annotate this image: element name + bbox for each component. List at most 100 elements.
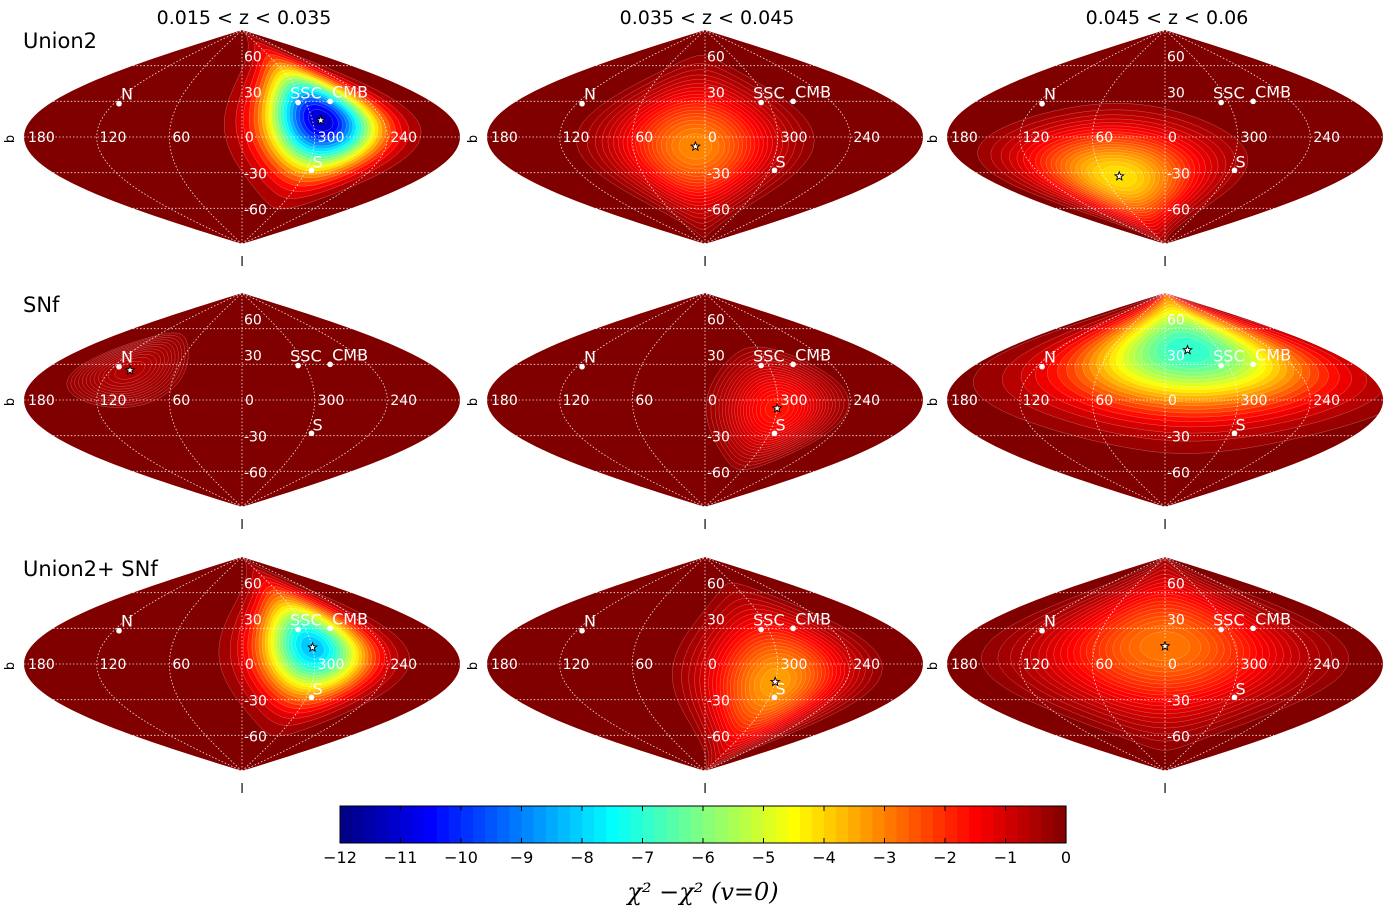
point-label-ssc: SSC — [290, 347, 321, 366]
axis-label-l: l — [703, 255, 707, 270]
best-fit-star — [124, 364, 136, 375]
point-ssc — [758, 99, 764, 106]
longitude-tick-label: 240 — [853, 130, 880, 146]
point-label-ssc: SSC — [290, 84, 321, 103]
best-fit-star — [1182, 344, 1193, 355]
longitude-tick-label: 240 — [853, 393, 880, 409]
colorbar-segment — [642, 806, 656, 843]
point-label-cmb: CMB — [795, 609, 831, 628]
colorbar-segment — [461, 806, 474, 843]
longitude-tick-label: 60 — [172, 130, 190, 146]
point-n — [1039, 100, 1045, 107]
meridian-gridline — [1164, 292, 1239, 508]
colorbar-segment — [412, 806, 426, 843]
longitude-tick-label: 180 — [28, 130, 55, 146]
latitude-tick-label: -30 — [244, 167, 267, 183]
longitude-tick-label: 120 — [563, 130, 590, 146]
colorbar-segment — [848, 806, 861, 843]
sky-panel-1-2: 180 120 60 0 300 240 60 30 -30 -60 N S SSC CMB b l — [466, 29, 923, 270]
colorbar-segment — [376, 806, 389, 843]
meridian-gridline — [241, 29, 316, 245]
latitude-tick-label: -60 — [1167, 465, 1190, 481]
longitude-tick-label: 240 — [1313, 393, 1340, 409]
longitude-tick-label: 0 — [708, 130, 717, 146]
point-label-n: N — [584, 85, 596, 104]
latitude-tick-label: 60 — [244, 577, 262, 593]
axis-label-l: l — [703, 518, 707, 533]
colorbar-segment — [1029, 806, 1043, 843]
column-title-1: 0.015 < z < 0.035 — [157, 7, 332, 29]
colorbar-segment — [352, 806, 365, 843]
colorbar-segment — [509, 806, 523, 843]
latitude-tick-label: 60 — [1167, 50, 1185, 66]
longitude-tick-label: 0 — [245, 130, 254, 146]
meridian-gridline — [1164, 292, 1311, 508]
meridian-gridline — [96, 292, 243, 508]
axis-label-b: b — [3, 662, 18, 670]
column-title-2: 0.035 < z < 0.045 — [620, 7, 795, 29]
colorbar-segment — [799, 806, 813, 843]
colorbar-segment — [690, 806, 704, 843]
meridian-gridline — [241, 556, 388, 772]
longitude-tick-label: 120 — [100, 393, 127, 409]
colorbar-segment — [1017, 806, 1031, 843]
meridian-gridline — [1019, 29, 1166, 245]
colorbar-segment — [533, 806, 547, 843]
longitude-tick-label: 0 — [1168, 657, 1177, 673]
colorbar-segment — [678, 806, 692, 843]
colorbar-segment — [824, 806, 837, 843]
meridian-gridline — [704, 29, 779, 245]
axis-label-b: b — [926, 135, 941, 143]
longitude-tick-label: 60 — [1095, 657, 1113, 673]
colorbar-segment — [485, 806, 498, 843]
longitude-tick-label: 300 — [1241, 130, 1268, 146]
point-s — [308, 167, 315, 174]
colorbar-segment — [836, 806, 849, 843]
row-label-2: SNf — [23, 293, 60, 317]
longitude-tick-label: 240 — [1313, 130, 1340, 146]
axis-label-l: l — [1163, 518, 1167, 533]
meridian-gridline — [1091, 556, 1166, 772]
meridian-gridline — [1019, 292, 1166, 508]
meridian-gridline — [96, 556, 243, 772]
longitude-tick-label: 300 — [1241, 657, 1268, 673]
point-label-cmb: CMB — [795, 345, 831, 364]
point-cmb — [1250, 361, 1256, 368]
longitude-tick-label: 240 — [853, 657, 880, 673]
longitude-tick-label: 120 — [563, 393, 590, 409]
colorbar-segment — [945, 806, 958, 843]
colorbar-segment — [388, 806, 402, 843]
latitude-tick-label: 60 — [707, 313, 725, 329]
point-label-s: S — [1236, 152, 1246, 171]
best-fit-star — [771, 402, 783, 413]
colorbar-segment — [775, 806, 789, 843]
best-fit-star — [1113, 170, 1125, 181]
colorbar-segment — [582, 806, 595, 843]
point-s — [308, 694, 315, 701]
longitude-tick-label: 60 — [1095, 393, 1113, 409]
latitude-tick-label: 30 — [244, 612, 262, 628]
best-fit-star — [689, 140, 701, 152]
longitude-tick-label: 180 — [491, 130, 518, 146]
colorbar-segment — [932, 806, 946, 843]
colorbar-tick-label: −1 — [994, 848, 1018, 867]
longitude-tick-label: 180 — [951, 393, 978, 409]
point-label-cmb: CMB — [332, 609, 368, 628]
longitude-tick-label: 120 — [1023, 130, 1050, 146]
colorbar-segment — [739, 806, 752, 843]
longitude-tick-label: 300 — [318, 393, 345, 409]
point-label-n: N — [584, 612, 596, 631]
colorbar: −12 −11 −10 −9 −8 −7 −6 −5 −4 −3 −2 −1 0χ² −χ² (v=0) — [323, 805, 1071, 906]
meridian-gridline — [1091, 292, 1166, 508]
latitude-tick-label: 60 — [707, 50, 725, 66]
point-n — [1039, 627, 1045, 634]
point-s — [1231, 167, 1238, 174]
meridian-gridline — [559, 292, 706, 508]
point-label-s: S — [776, 679, 786, 698]
axis-label-l: l — [1163, 255, 1167, 270]
longitude-tick-label: 300 — [1241, 393, 1268, 409]
latitude-tick-label: 30 — [707, 348, 725, 364]
point-s — [1231, 430, 1238, 437]
longitude-tick-label: 300 — [318, 657, 345, 673]
